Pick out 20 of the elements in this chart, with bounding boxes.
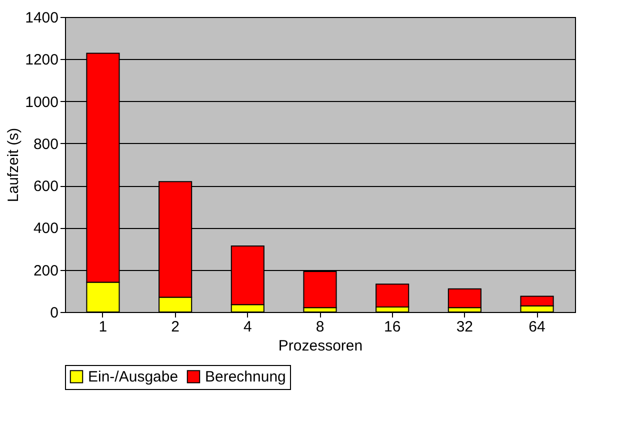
x-axis-title: Prozessoren: [278, 338, 363, 354]
x-tick-label: 4: [243, 318, 252, 336]
x-tick-label: 8: [316, 318, 324, 336]
y-tick-label: 800: [33, 136, 58, 153]
x-tick-label: 32: [456, 318, 474, 336]
y-tick-label: 600: [33, 178, 58, 196]
y-tick-label: 1200: [25, 52, 58, 69]
y-tick-label: 400: [33, 220, 58, 238]
x-tick-label: 16: [384, 318, 401, 336]
x-tick-label: 64: [528, 318, 546, 336]
legend-label: Berechnung: [205, 368, 286, 386]
bar: [448, 288, 482, 308]
y-tick-label: 200: [33, 262, 58, 280]
x-tick-label: 1: [98, 318, 108, 336]
y-tick-label: 1400: [25, 10, 58, 26]
y-tick-label: 0: [50, 304, 58, 322]
y-axis-title: Laufzeit (s): [5, 128, 22, 202]
x-tick-label: 2: [171, 318, 180, 336]
legend-label: Ein-/Ausgabe: [88, 368, 178, 386]
y-tick-label: 1000: [25, 94, 58, 111]
